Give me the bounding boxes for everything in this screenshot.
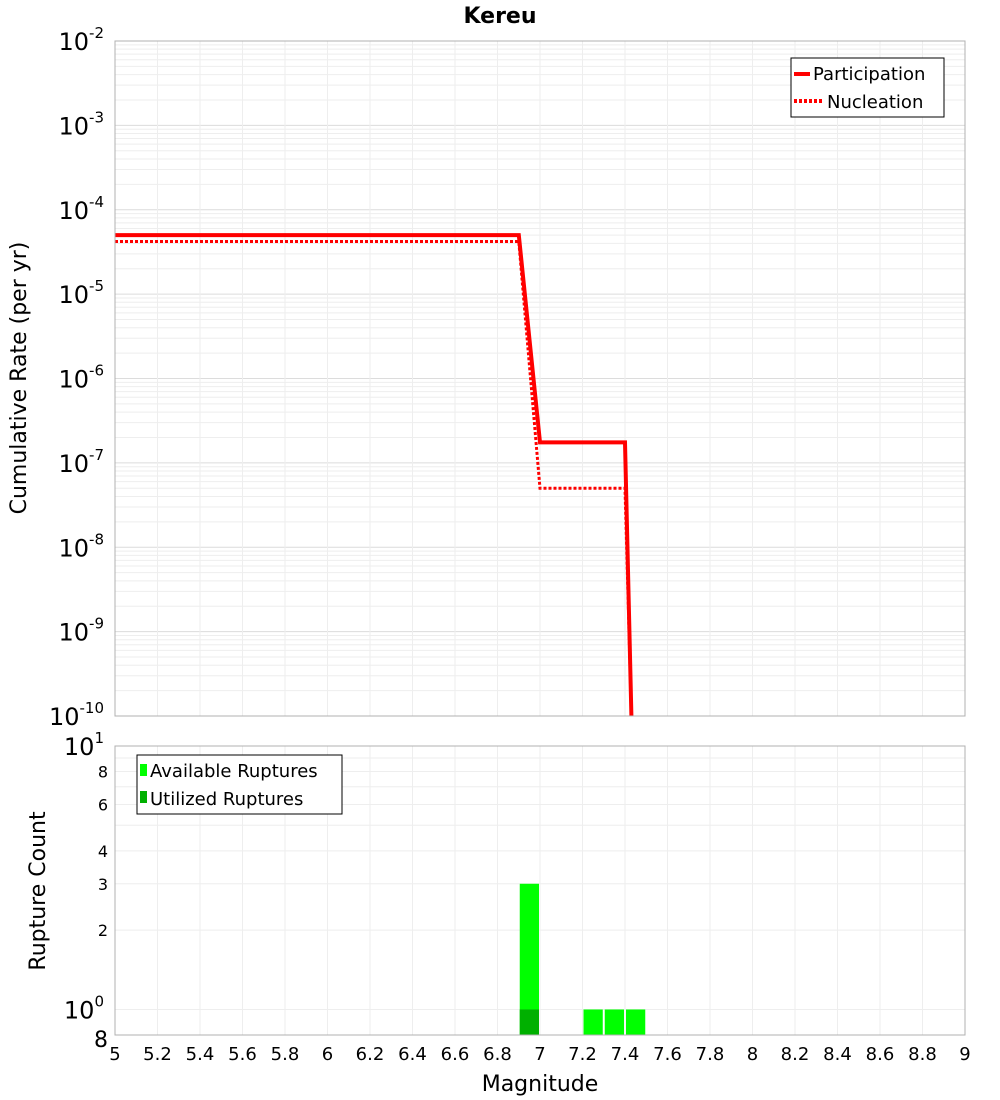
available-rupture-bar <box>626 1009 646 1035</box>
count-y-tick-label: 8 <box>94 1028 108 1053</box>
rate-legend: Participation Nucleation <box>790 57 945 118</box>
x-tick-label: 5.8 <box>271 1044 300 1065</box>
x-tick-label: 5.2 <box>143 1044 172 1065</box>
x-tick-label: 8.4 <box>823 1044 852 1065</box>
available-legend-swatch <box>140 764 147 776</box>
utilized-legend-label: Utilized Ruptures <box>150 789 303 810</box>
x-tick-label: 6.6 <box>441 1044 470 1065</box>
utilized-rupture-bar <box>519 1009 539 1035</box>
x-tick-label: 7.8 <box>696 1044 725 1065</box>
rate-panel: 10-10 10-9 10-8 10-7 10-6 10-5 10-4 10-3 10-2 Cu… <box>7 24 966 731</box>
available-rupture-bar <box>583 1009 603 1035</box>
available-rupture-bar <box>604 1009 624 1035</box>
count-y-tick-label: 4 <box>98 842 108 861</box>
rate-y-tick-label: 10-7 <box>58 446 104 478</box>
count-y-tick-label: 3 <box>98 875 108 894</box>
count-plot-border <box>114 745 966 1036</box>
count-y-ticks: 101 100 8 6 4 3 2 8 <box>64 729 108 1053</box>
rate-y-tick-label: 10-3 <box>58 108 104 140</box>
rate-plot-border <box>114 40 966 717</box>
available-rupture-bar <box>519 883 539 1035</box>
count-y-axis-label: Rupture Count <box>26 811 51 971</box>
x-tick-label: 7 <box>534 1044 545 1065</box>
rate-y-tick-label: 10-10 <box>49 699 104 731</box>
chart-title: Kereu <box>463 4 536 29</box>
count-legend-box <box>136 754 343 815</box>
x-tick-label: 7.4 <box>611 1044 640 1065</box>
x-tick-label: 5 <box>109 1044 120 1065</box>
count-bars <box>519 883 646 1035</box>
x-tick-label: 9 <box>959 1044 970 1065</box>
count-y-tick-label: 6 <box>98 795 108 814</box>
utilized-legend-swatch <box>140 791 147 803</box>
rate-y-tick-label: 10-9 <box>58 615 104 647</box>
rate-y-tick-label: 10-8 <box>58 530 104 562</box>
count-legend: Available Ruptures Utilized Ruptures <box>136 754 343 815</box>
x-tick-label: 6.4 <box>398 1044 427 1065</box>
rate-series <box>115 233 634 717</box>
count-y-tick-label: 2 <box>98 921 108 940</box>
rate-y-tick-label: 10-6 <box>58 362 104 394</box>
x-tick-label: 6 <box>322 1044 333 1065</box>
rate-y-tick-label: 10-5 <box>58 277 104 309</box>
x-tick-label: 8.6 <box>866 1044 895 1065</box>
count-x-ticks: 5 5.2 5.4 5.6 5.8 6 6.2 6.4 6.6 6.8 7 7.2 7.4 7.6 7.8 8… <box>109 1044 970 1065</box>
x-tick-label: 5.6 <box>228 1044 257 1065</box>
rate-legend-box <box>790 57 945 118</box>
x-tick-label: 7.2 <box>568 1044 597 1065</box>
count-y-tick-label: 101 <box>64 729 104 761</box>
count-y-tick-label: 8 <box>98 763 108 782</box>
x-tick-label: 6.2 <box>356 1044 385 1065</box>
count-panel: 101 100 8 6 4 3 2 8 5 5.2 5.4 5.6 5.8 6 6.2 6.4 6.6 6.8 7… <box>26 729 971 1097</box>
nucleation-legend-label: Nucleation <box>827 92 923 113</box>
x-tick-label: 8.8 <box>908 1044 937 1065</box>
rate-y-axis-label: Cumulative Rate (per yr) <box>7 242 32 515</box>
participation-legend-label: Participation <box>813 64 925 85</box>
rate-y-tick-label: 10-2 <box>58 24 104 56</box>
x-tick-label: 6.8 <box>483 1044 512 1065</box>
x-tick-label: 5.4 <box>186 1044 215 1065</box>
x-tick-label: 8.2 <box>781 1044 810 1065</box>
rate-y-tick-label: 10-4 <box>58 193 104 225</box>
nucleation-line <box>115 240 633 717</box>
count-y-tick-label: 100 <box>64 992 104 1024</box>
x-tick-label: 7.6 <box>653 1044 682 1065</box>
x-tick-label: 8 <box>747 1044 758 1065</box>
rate-y-ticks: 10-10 10-9 10-8 10-7 10-6 10-5 10-4 10-3 10-2 <box>49 24 104 731</box>
available-legend-label: Available Ruptures <box>150 761 318 782</box>
x-axis-label: Magnitude <box>482 1072 599 1097</box>
rate-grid <box>114 41 966 717</box>
